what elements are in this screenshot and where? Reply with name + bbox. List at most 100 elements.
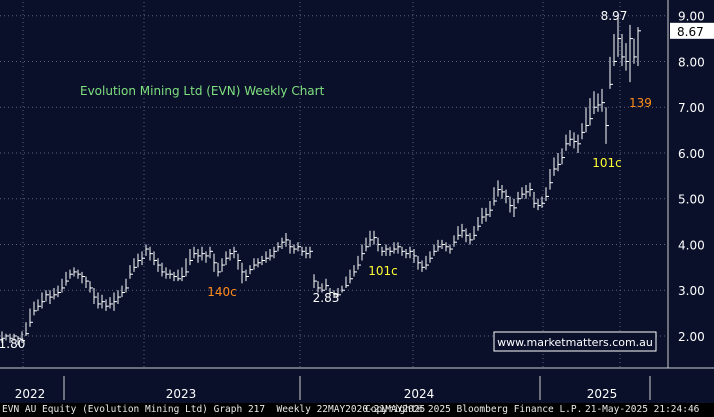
price-bar [393,242,397,254]
price-bar [545,187,549,202]
price-bar [521,187,525,199]
price-bar [361,244,365,261]
price-bar [21,331,25,343]
price-bar [577,134,581,153]
price-bar [269,249,273,261]
price-bar [173,271,177,282]
price-bar [385,244,389,256]
price-bar [97,292,101,309]
price-bar [593,91,597,115]
price-bar [181,267,185,282]
price-bar [625,43,629,71]
price-bar [141,251,145,266]
price-bar [9,333,13,343]
last-price-tag: 8.67 [670,22,714,39]
price-bar [533,191,537,208]
price-bar [93,287,97,304]
footer-bar: EVN AU Equity (Evolution Mining Ltd) Gra… [0,403,714,417]
price-bar [185,258,189,277]
price-bar [281,237,285,250]
watermark-box[interactable]: www.marketmatters.com.au [493,331,657,352]
price-bar [553,157,557,176]
annotation-label: 2.83 [313,291,340,305]
price-bar [165,267,169,279]
price-bar [353,265,357,277]
price-bar [225,251,229,266]
price-bar [509,196,513,213]
y-tick-label: 2.00 [678,330,705,344]
price-bar [53,287,57,300]
price-bar [273,246,277,259]
price-bar [633,38,637,64]
price-bar [497,180,501,197]
price-bar [293,244,297,254]
price-bar [301,246,305,256]
price-bar [1,331,5,343]
price-bar [401,246,405,256]
y-tick-label: 8.00 [678,55,705,69]
price-bar [153,251,157,266]
price-bar [429,251,433,263]
price-bar [297,242,301,252]
price-bar [377,237,381,252]
price-bar [557,152,561,172]
price-bar [201,246,205,261]
price-bar [129,265,133,279]
price-bar [109,297,113,309]
annotations: 8.67 8.97 139 101c 140c 2.83 101c 1.80 [0,9,714,351]
price-bar [209,246,213,259]
price-bar [465,228,469,243]
price-bar [77,269,81,279]
price-bar [177,269,181,282]
price-bar [373,230,377,245]
price-bar [365,237,369,252]
price-bar [157,258,161,272]
price-bars [1,17,641,346]
price-bar [345,276,349,288]
footer-left: EVN AU Equity (Evolution Mining Ltd) Gra… [2,404,426,415]
price-bar [449,244,453,254]
price-bar [581,123,585,140]
price-bar [149,246,153,261]
price-bar [229,249,233,261]
price-bar [405,249,409,259]
price-bar [473,226,477,240]
x-tick-label: 2024 [404,387,435,401]
price-bar [573,132,577,149]
price-bar [41,292,45,309]
annotation-label: 101c [368,264,398,278]
price-bar [329,287,333,295]
price-bar [113,292,117,311]
price-bar [621,34,625,67]
price-bar [481,207,485,224]
price-bar [33,301,37,316]
price-bar [425,255,429,270]
price-bar [121,285,125,298]
price-bar [317,281,321,293]
price-bar [13,333,17,341]
y-tick-label: 5.00 [678,193,705,207]
price-bar [389,246,393,256]
price-bar [289,239,293,254]
price-bar [513,198,517,218]
price-bar [81,271,85,284]
price-bar [45,290,49,302]
price-bar [517,191,521,204]
price-bar [137,253,141,268]
price-bar [589,98,593,126]
price-bar [369,230,373,247]
watermark-text[interactable]: www.marketmatters.com.au [497,336,653,349]
x-axis: 2022 2023 2024 2025 [0,367,714,401]
price-bar [477,217,481,231]
price-bar [161,262,165,277]
price-bar [309,246,313,259]
price-bar [57,285,61,298]
price-bar [245,269,249,282]
y-axis: 2.00 3.00 4.00 5.00 6.00 7.00 8.00 9.00 [667,0,705,368]
price-bar [305,246,309,259]
svg-text:8.67: 8.67 [677,25,704,39]
price-bar [197,249,201,263]
price-bar [561,148,565,165]
price-bar [169,269,173,279]
footer-center: Copyright® 2025 Bloomberg Finance L.P. [365,404,583,415]
